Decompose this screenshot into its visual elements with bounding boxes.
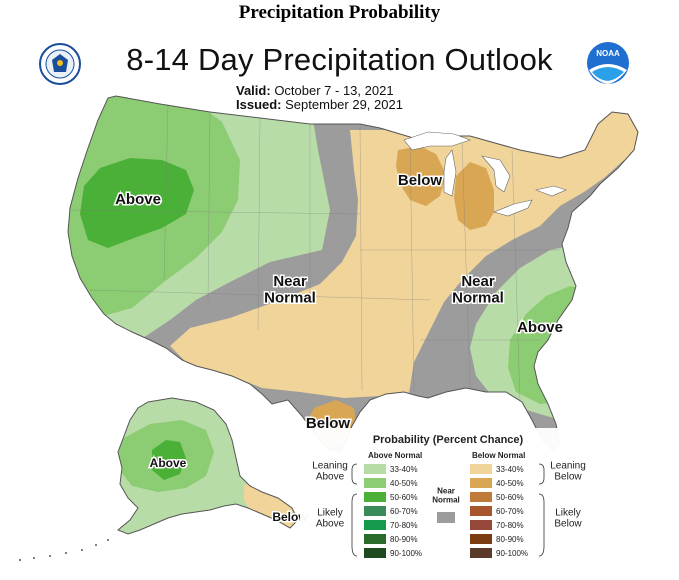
text-line: Likely [555,508,581,519]
below-swatch-label: 70-80% [496,521,524,530]
below-33-central-region [170,104,638,400]
department-of-commerce-seal [39,43,81,85]
issued-date: Issued: September 29, 2021 [236,97,403,112]
above-swatch-label: 80-90% [390,535,418,544]
above-swatch-label: 90-100% [390,549,422,558]
below-swatch-label: 40-50% [496,479,524,488]
valid-label: Valid: [236,83,271,98]
below-swatch [470,492,492,502]
below-swatch [470,520,492,530]
lake-superior [403,131,471,151]
below-swatch-label: 33-40% [496,465,524,474]
text-line: Likely [317,508,343,519]
label-above-southeast: Above [517,319,563,336]
legend-near-normal-label: Near Normal [432,487,460,505]
legend-background [300,428,600,562]
text-line: Normal [432,495,460,504]
page-title: Precipitation Probability [238,2,441,23]
text-line: Normal [264,289,316,306]
alaska-outline [117,397,299,535]
text-line: Below [554,519,582,530]
below-swatch-label: 90-100% [496,549,528,558]
map-title: 8-14 Day Precipitation Outlook [126,42,553,77]
above-50-alaska-region [152,440,186,480]
conus-outline [67,95,639,453]
below-swatch-label: 50-60% [496,493,524,502]
text-line: Normal [452,289,504,306]
above-swatch [364,506,386,516]
legend-title: Probability (Percent Chance) [373,434,524,446]
below-swatch [470,478,492,488]
text-line: Near [273,273,307,290]
above-50-west-region [80,158,194,248]
below-33-alaska-panhandle-region [244,484,298,530]
below-40-michigan-region [454,162,494,230]
below-swatch [470,534,492,544]
legend-above-swatches: 33-40% 40-50% 50-60% 60-70% 70-80% 80-90% 90-1… [364,464,422,558]
label-near-normal-plains: Near Normal [264,273,316,307]
above-swatch-label: 40-50% [390,479,418,488]
below-swatch [470,464,492,474]
aleutian-islands [19,539,109,561]
above-swatch [364,464,386,474]
legend-leaning-above: Leaning Above [312,461,348,483]
above-swatch [364,478,386,488]
legend-likely-above: Likely Above [316,508,345,530]
text-line: Near [437,487,455,496]
legend-near-normal-swatch [437,512,455,523]
lake-huron [481,155,511,193]
below-swatch-label: 80-90% [496,535,524,544]
label-above-west: Above [115,191,161,208]
noaa-logo: NOAA [587,42,629,84]
text-line: Near [461,273,495,290]
noaa-logo-text: NOAA [596,49,620,58]
above-swatch [364,520,386,530]
issued-value: September 29, 2021 [285,97,403,112]
text-line: Above [316,472,345,483]
below-swatch [470,548,492,558]
lake-michigan [443,149,457,197]
below-40-wisconsin-region [396,146,446,206]
text-line: Leaning [550,461,586,472]
lake-erie [493,199,533,217]
above-swatch-label: 70-80% [390,521,418,530]
above-swatch-label: 50-60% [390,493,418,502]
label-near-normal-east: Near Normal [452,273,504,307]
state-boundaries [69,103,560,401]
below-swatch-label: 60-70% [496,507,524,516]
below-swatch [470,506,492,516]
legend-likely-below: Likely Below [554,508,582,530]
legend-below-swatches: 33-40% 40-50% 50-60% 60-70% 70-80% 80-90% 90-1… [470,464,528,558]
above-swatch [364,492,386,502]
text-line: Above [316,519,345,530]
legend-leaning-below: Leaning Below [550,461,586,483]
legend-brackets [351,463,545,557]
label-below-great-lakes: Below [398,172,443,189]
above-swatch-label: 60-70% [390,507,418,516]
valid-value: October 7 - 13, 2021 [274,83,394,98]
above-swatch-label: 33-40% [390,465,418,474]
issued-label: Issued: [236,97,282,112]
region-labels: Above Below Near Normal Near Normal Above … [114,171,565,526]
above-swatch [364,534,386,544]
legend-above-header: Above Normal [368,451,422,460]
lake-ontario [534,185,567,197]
legend-below-header: Below Normal [472,451,525,460]
valid-dates: Valid: October 7 - 13, 2021 [236,83,394,98]
text-line: Below [554,472,582,483]
above-swatch [364,548,386,558]
great-lakes [403,131,567,217]
text-line: Leaning [312,461,348,472]
legend: Probability (Percent Chance) Above Norma… [300,428,600,562]
label-above-alaska: Above [150,456,187,470]
